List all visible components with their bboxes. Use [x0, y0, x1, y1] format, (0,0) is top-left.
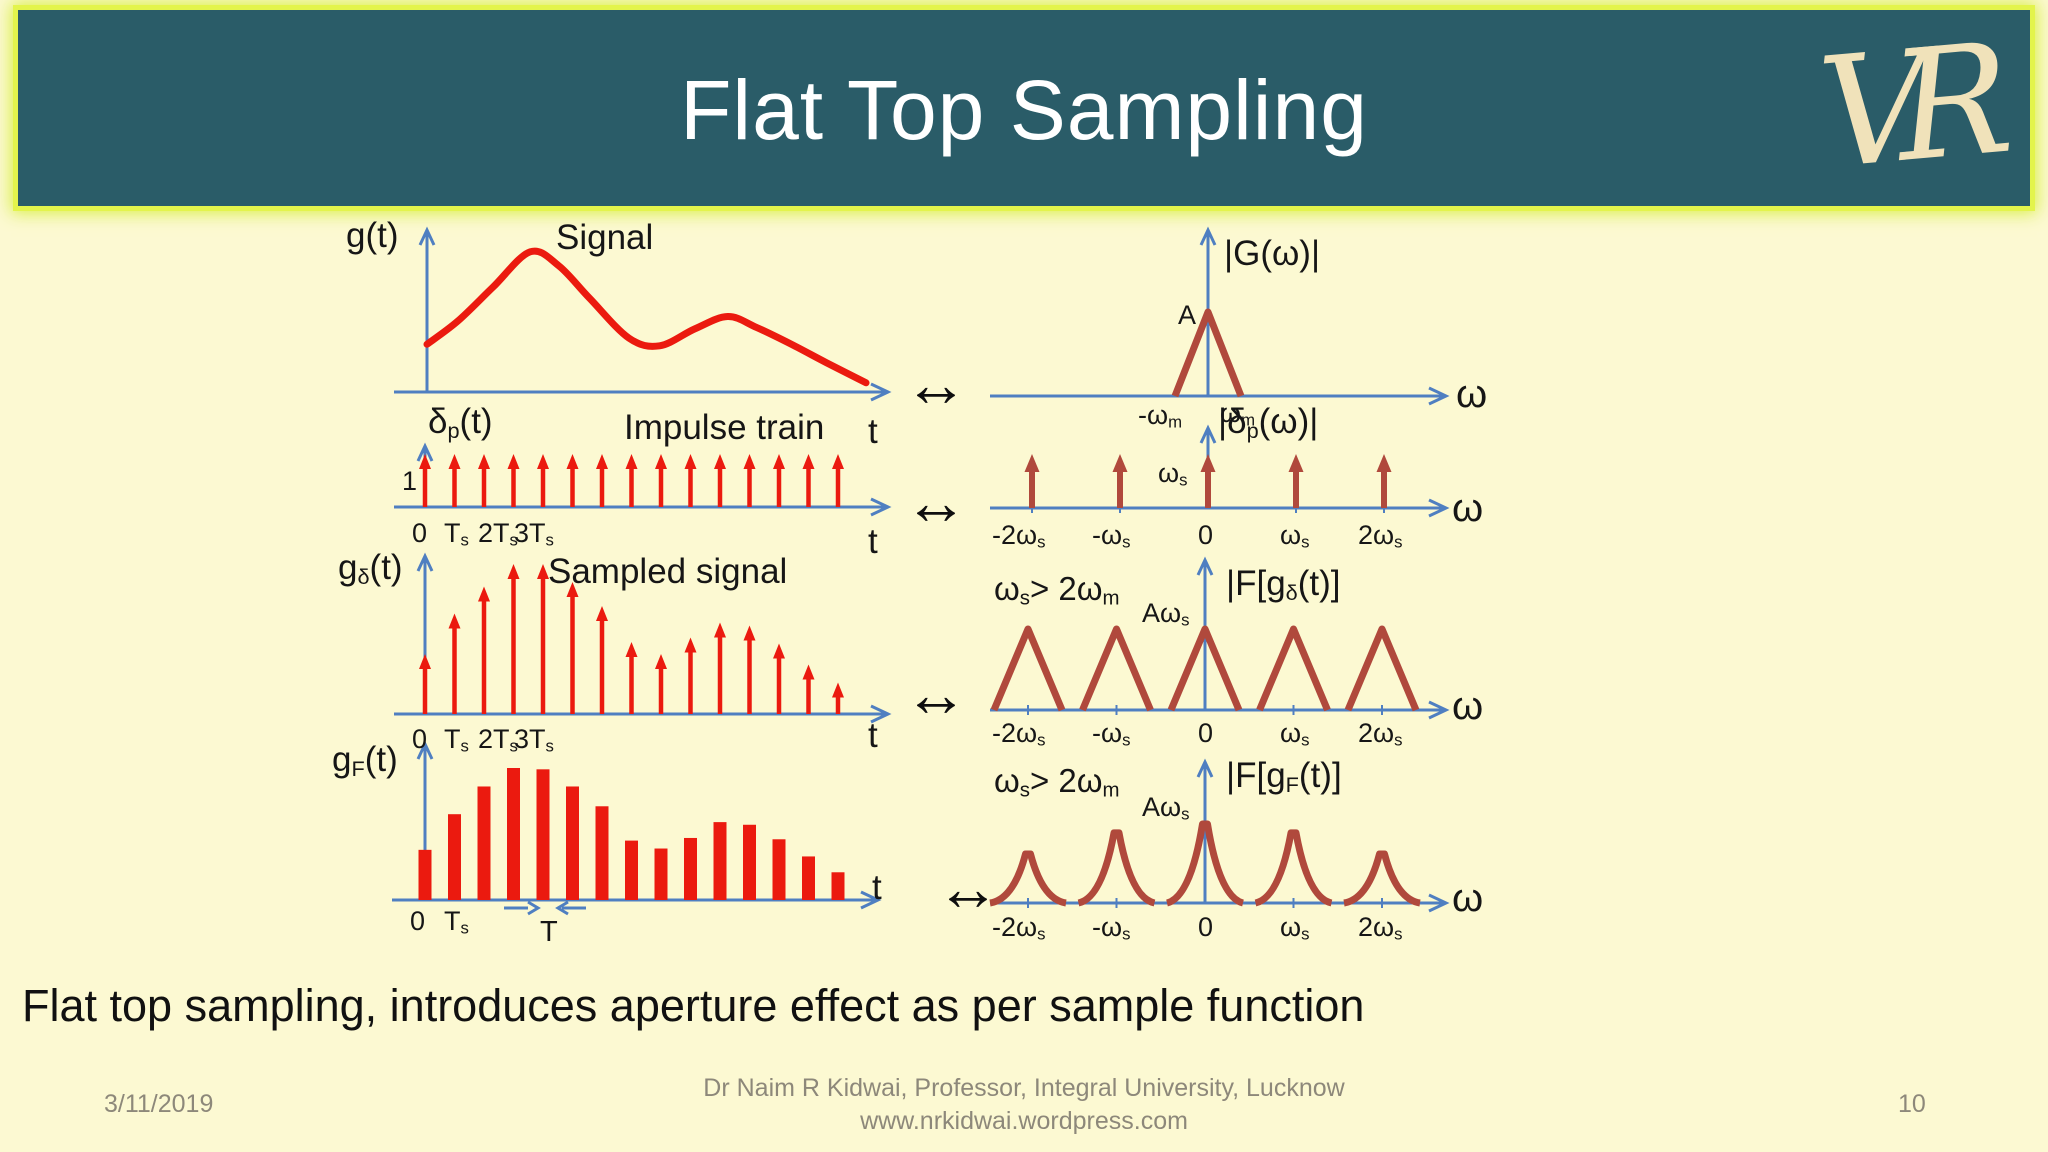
pulse-width-right-arrow	[555, 900, 586, 916]
tick-neg2omega-s-row4: -2ωs	[992, 912, 1046, 944]
ylabel-delta-p-t: δp(t)	[428, 402, 493, 443]
tick-omega-s-row3: ωs	[1280, 718, 1310, 750]
tick-Ts-row4: Ts	[444, 906, 469, 938]
tick-neg2omega-s-row3: -2ωs	[992, 718, 1046, 750]
page-number: 10	[1898, 1090, 1926, 1118]
ylabel-F-g-delta: |F[gδ(t)]	[1226, 564, 1341, 605]
tick-Ts-row3: Ts	[444, 724, 469, 756]
peak-label-A: A	[1178, 300, 1197, 330]
pulse-width-marker	[504, 900, 586, 916]
tick-neg-omega-s-row3: -ωs	[1092, 718, 1131, 750]
footer-center: Dr Naim R Kidwai, Professor, Integral Un…	[524, 1072, 1524, 1138]
ylabel-g-delta-t: gδ(t)	[338, 548, 403, 589]
plot-signal-spectrum	[990, 226, 1450, 406]
footer-date: 3/11/2019	[104, 1090, 214, 1118]
tick-neg2omega-s-row2: -2ωs	[992, 520, 1046, 552]
ylabel-G-omega: |G(ω)|	[1224, 234, 1321, 273]
fourier-pair-arrow-1: ↔	[904, 348, 968, 420]
pulse-width-left-arrow	[504, 900, 541, 916]
tick-2omega-s-row2: 2ωs	[1358, 520, 1403, 552]
ylabel-delta-p-omega: |δp(ω)|	[1218, 402, 1319, 443]
xlabel-omega-row3: ω	[1452, 684, 1484, 728]
caption: Flat top sampling, introduces aperture e…	[22, 980, 1365, 1031]
slide-title: Flat Top Sampling	[680, 63, 1368, 157]
tick-omega-m: ωm	[1220, 398, 1256, 430]
tick-omega-s-row2: ωs	[1280, 520, 1310, 552]
tick-0-row4R: 0	[1198, 912, 1214, 942]
xlabel-t-row2: t	[868, 522, 878, 561]
plot-impulse-train-spectrum	[990, 424, 1450, 518]
amp-label-1: 1	[402, 466, 418, 496]
tick-2omega-s-row3: 2ωs	[1358, 718, 1403, 750]
tick-0-row2: 0	[412, 518, 428, 548]
amp-label-A-omega-s-row4: Aωs	[1142, 792, 1190, 824]
amp-label-omega-s: ωs	[1158, 458, 1188, 490]
xlabel-omega-row1: ω	[1456, 372, 1488, 416]
ylabel-g-t: g(t)	[346, 216, 399, 255]
plot-flattop-signal-spectrum	[989, 758, 1450, 913]
plot-sampled-signal	[394, 552, 892, 724]
plot-impulse-train	[394, 442, 892, 517]
xlabel-t-row3: t	[868, 716, 878, 755]
tick-0-row3R: 0	[1198, 718, 1214, 748]
plot-signal-time	[394, 226, 892, 402]
tick-neg-omega-m: -ωm	[1138, 400, 1183, 432]
tick-0-row4: 0	[410, 906, 426, 936]
condition-row4: ωs> 2ωm	[994, 762, 1120, 802]
fourier-pair-arrow-2: ↔	[904, 466, 968, 538]
title-impulse-train: Impulse train	[624, 408, 825, 447]
condition-row3: ωs> 2ωm	[994, 570, 1120, 610]
tick-neg-omega-s-row4: -ωs	[1092, 912, 1131, 944]
footer-website: www.nrkidwai.wordpress.com	[860, 1107, 1188, 1135]
amp-label-A-omega-s-row3: Aωs	[1142, 598, 1190, 630]
title-sampled-signal: Sampled signal	[548, 552, 788, 591]
xlabel-t-row4: t	[872, 868, 882, 907]
xlabel-omega-row2: ω	[1452, 486, 1484, 530]
ylabel-F-g-F: |F[gF(t)]	[1226, 756, 1342, 797]
tick-omega-s-row4: ωs	[1280, 912, 1310, 944]
plot-flattop-signal	[392, 740, 882, 910]
footer-affiliation: Dr Naim R Kidwai, Professor, Integral Un…	[703, 1074, 1345, 1102]
tick-0-row3: 0	[412, 724, 428, 754]
tick-2Ts-row2: 2Ts	[478, 518, 518, 550]
fourier-pair-arrow-4: ↔	[936, 852, 1000, 924]
fourier-pair-arrow-3: ↔	[904, 658, 968, 730]
xlabel-t-row1: t	[868, 412, 878, 451]
tick-neg-omega-s-row2: -ωs	[1092, 520, 1131, 552]
ylabel-g-F-t: gF(t)	[332, 740, 398, 781]
title-signal: Signal	[556, 218, 654, 257]
tick-Ts-row2: Ts	[444, 518, 469, 550]
tick-3Ts-row2: 3Ts	[514, 518, 554, 550]
header-bar: Flat Top Sampling VR	[18, 10, 2030, 206]
plot-sampled-signal-spectrum	[990, 556, 1450, 720]
tick-0-row2R: 0	[1198, 520, 1214, 550]
pulse-width-label-T: T	[540, 916, 558, 948]
tick-2Ts-row3: 2Ts	[478, 724, 518, 756]
xlabel-omega-row4: ω	[1452, 876, 1484, 920]
tick-3Ts-row3: 3Ts	[514, 724, 554, 756]
tick-2omega-s-row4: 2ωs	[1358, 912, 1403, 944]
